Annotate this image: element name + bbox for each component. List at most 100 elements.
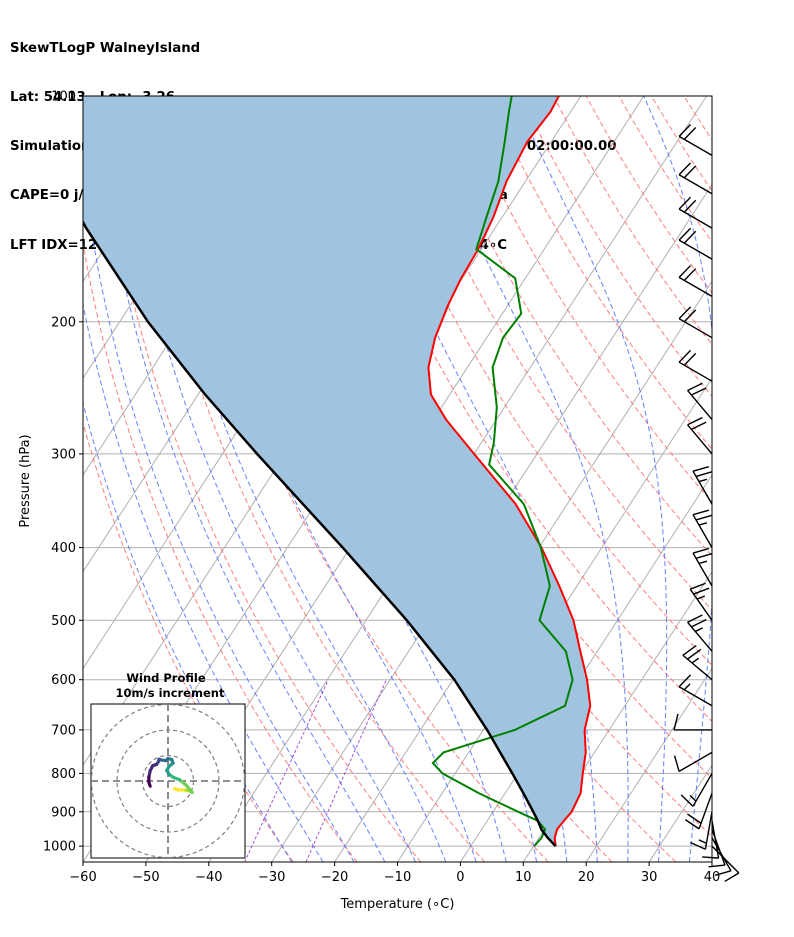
- isotherm: [271, 183, 712, 862]
- x-tick-label: 30: [641, 870, 658, 885]
- barb-flag: [695, 514, 713, 521]
- barb-shaft: [692, 514, 713, 548]
- wind-barb: [711, 845, 740, 883]
- isotherm: [0, 96, 78, 862]
- parcel-fill: [83, 96, 591, 847]
- x-tick-label: −10: [384, 870, 411, 885]
- barb-flag: [678, 306, 692, 320]
- barb-flag: [695, 471, 713, 478]
- hodograph-segment: [147, 780, 152, 788]
- barb-flag: [687, 648, 702, 660]
- x-tick-label: 10: [515, 870, 532, 885]
- wind-barb: [678, 306, 713, 339]
- y-tick-label: 700: [51, 723, 76, 738]
- barb-shaft: [678, 361, 713, 382]
- moist-adiabat: [513, 96, 668, 862]
- barb-half: [683, 683, 691, 691]
- wind-barb: [682, 645, 713, 681]
- barb-flag: [678, 124, 692, 137]
- x-tick-label: 0: [456, 870, 464, 885]
- wind-barb: [687, 416, 713, 455]
- barb-shaft: [711, 845, 740, 874]
- barb-shaft: [687, 390, 713, 421]
- wind-barb: [690, 811, 713, 850]
- barb-half: [691, 657, 700, 664]
- y-tick-label: 400: [51, 541, 76, 556]
- isotherm: [775, 96, 794, 862]
- dry-adiabat: [83, 421, 294, 862]
- barb-flag: [678, 674, 692, 688]
- wind-barb: [687, 614, 713, 652]
- moist-adiabat: [83, 401, 293, 862]
- barb-flag: [678, 162, 692, 176]
- barb-half: [698, 839, 707, 844]
- wind-barb: [692, 465, 713, 505]
- dry-adiabat: [553, 96, 712, 346]
- barb-shaft: [678, 686, 713, 707]
- inset-subtitle: 10m/s increment: [116, 686, 225, 700]
- dry-adiabat: [357, 96, 712, 666]
- y-tick-label: 300: [51, 447, 76, 462]
- moist-adiabat: [167, 96, 477, 862]
- wind-barb: [673, 751, 713, 772]
- x-tick-label: 20: [578, 870, 595, 885]
- barb-flag: [690, 841, 706, 850]
- wind-barb: [678, 162, 713, 195]
- barb-shaft: [678, 135, 713, 157]
- moist-adiabat: [83, 167, 355, 862]
- moist-adiabat: [720, 96, 787, 862]
- dry-adiabat: [650, 96, 712, 192]
- wind-barb: [702, 820, 720, 859]
- moist-adiabat: [643, 96, 712, 862]
- barb-half: [698, 478, 708, 483]
- barb-flag: [692, 465, 710, 472]
- wind-barb: [680, 773, 713, 807]
- dry-adiabat: [390, 96, 712, 611]
- dewpoint-line: [431, 96, 574, 847]
- x-tick-label: −50: [132, 870, 159, 885]
- barb-flag: [714, 870, 732, 876]
- barb-flag: [691, 387, 707, 396]
- chart-title: SkewTLogP WalneyIsland: [10, 40, 201, 56]
- moist-adiabat: [116, 96, 416, 862]
- wind-barbs: [673, 124, 740, 883]
- dry-adiabat: [97, 96, 422, 862]
- barb-shaft: [678, 208, 713, 229]
- isotherm: [648, 764, 712, 862]
- barb-flag: [673, 713, 679, 731]
- moist-adiabat: [83, 302, 324, 862]
- wind-barb: [689, 582, 713, 621]
- barb-flag: [692, 547, 710, 554]
- dry-adiabat: [129, 96, 485, 862]
- barb-half: [696, 595, 706, 600]
- y-tick-label: 1000: [43, 840, 76, 855]
- isotherm: [334, 280, 712, 862]
- y-tick-label: 800: [51, 767, 76, 782]
- wind-barb: [687, 382, 713, 421]
- barb-flag: [687, 614, 703, 623]
- wind-barb: [692, 509, 713, 548]
- dry-adiabat: [83, 240, 358, 862]
- isotherm: [522, 570, 712, 862]
- barb-flag: [683, 309, 697, 323]
- barb-flag: [680, 794, 694, 807]
- y-tick-label: 600: [51, 673, 76, 688]
- x-tick-label: −30: [258, 870, 285, 885]
- dry-adiabat: [422, 96, 712, 557]
- barb-half: [698, 560, 708, 565]
- parcel-line: [83, 219, 557, 847]
- barb-flag: [687, 416, 703, 426]
- barb-shaft: [678, 239, 713, 260]
- barb-flag: [683, 199, 697, 213]
- barb-flag: [678, 227, 692, 241]
- mixing-ratio-line: [244, 679, 329, 862]
- dry-adiabat: [162, 96, 549, 862]
- barb-shaft: [687, 621, 713, 652]
- x-tick-label: −20: [321, 870, 348, 885]
- barb-flag: [691, 618, 707, 628]
- barb-half: [698, 522, 708, 526]
- inset-title: Wind Profile: [126, 671, 206, 685]
- wind-barb: [678, 196, 713, 229]
